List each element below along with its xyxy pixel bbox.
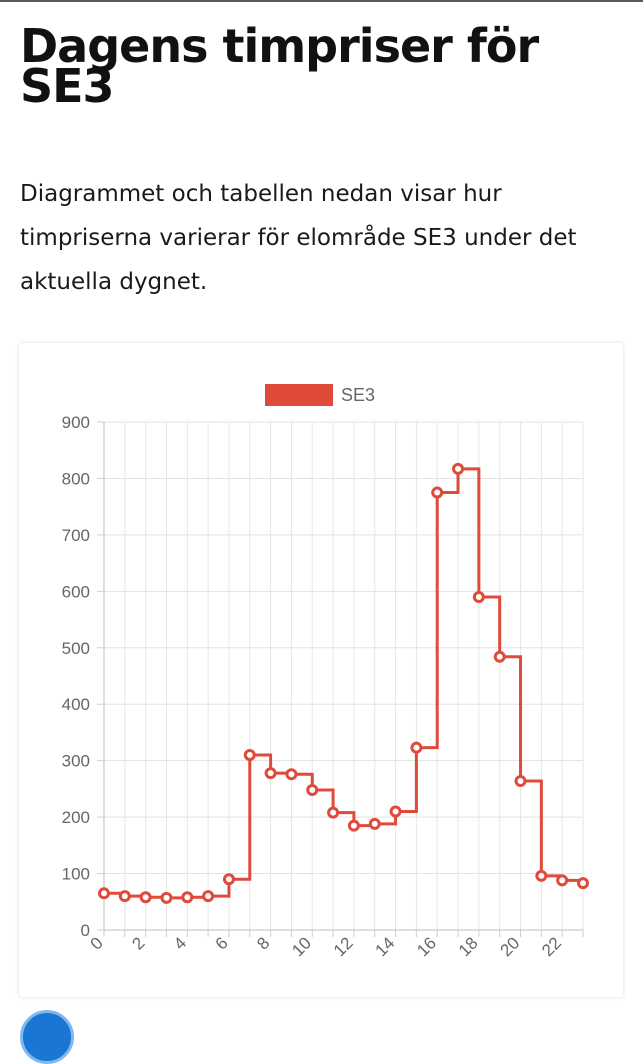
x-tick-label: 16 <box>413 933 440 960</box>
x-tick-label: 12 <box>330 933 357 960</box>
data-point <box>452 462 465 475</box>
y-tick-label: 300 <box>62 752 90 771</box>
data-point <box>389 805 402 818</box>
y-tick-label: 0 <box>81 921 90 940</box>
y-tick-label: 100 <box>62 865 90 884</box>
x-tick-label: 14 <box>372 933 399 960</box>
y-tick-label: 500 <box>62 639 90 658</box>
data-point <box>98 887 110 900</box>
y-tick-label: 600 <box>62 582 90 601</box>
y-tick-label: 400 <box>62 695 90 714</box>
chart-card: 0 100 200 300 400 500 600 700 800 900 0 2 4 6 8 10 12 14 1… <box>19 343 623 997</box>
data-point <box>431 486 444 499</box>
data-point <box>222 873 235 886</box>
data-point <box>472 590 485 603</box>
data-point <box>577 877 589 890</box>
data-point <box>139 891 152 904</box>
data-point <box>556 874 569 887</box>
data-point <box>535 869 548 882</box>
data-point <box>285 768 298 781</box>
data-point <box>264 767 277 780</box>
data-point <box>368 817 381 830</box>
y-tick-label: 800 <box>62 469 90 488</box>
y-tick-label: 700 <box>62 526 90 545</box>
series-line-se3 <box>104 467 585 900</box>
data-point <box>118 890 131 903</box>
data-point <box>493 650 506 663</box>
y-tick-label: 900 <box>62 413 90 432</box>
data-point <box>181 891 194 904</box>
legend-swatch <box>265 384 333 406</box>
data-point <box>202 890 215 903</box>
x-tick-label: 22 <box>538 933 565 960</box>
x-tick-label: 20 <box>497 933 524 960</box>
circle-badge-icon[interactable] <box>20 1010 74 1064</box>
data-point <box>347 819 360 832</box>
y-tick-label: 200 <box>62 808 90 827</box>
x-tick-label: 10 <box>288 933 315 960</box>
top-divider <box>0 0 643 2</box>
data-point <box>410 741 423 754</box>
data-point <box>160 891 173 904</box>
data-point <box>306 784 319 797</box>
legend-label: SE3 <box>341 385 375 405</box>
x-tick-label: 18 <box>455 933 482 960</box>
data-point <box>514 774 527 787</box>
data-point <box>243 749 256 762</box>
intro-text: Diagrammet och tabellen nedan visar hur … <box>20 181 577 295</box>
page-title: Dagens timpriser för SE3 <box>20 19 539 113</box>
data-point <box>327 806 340 819</box>
